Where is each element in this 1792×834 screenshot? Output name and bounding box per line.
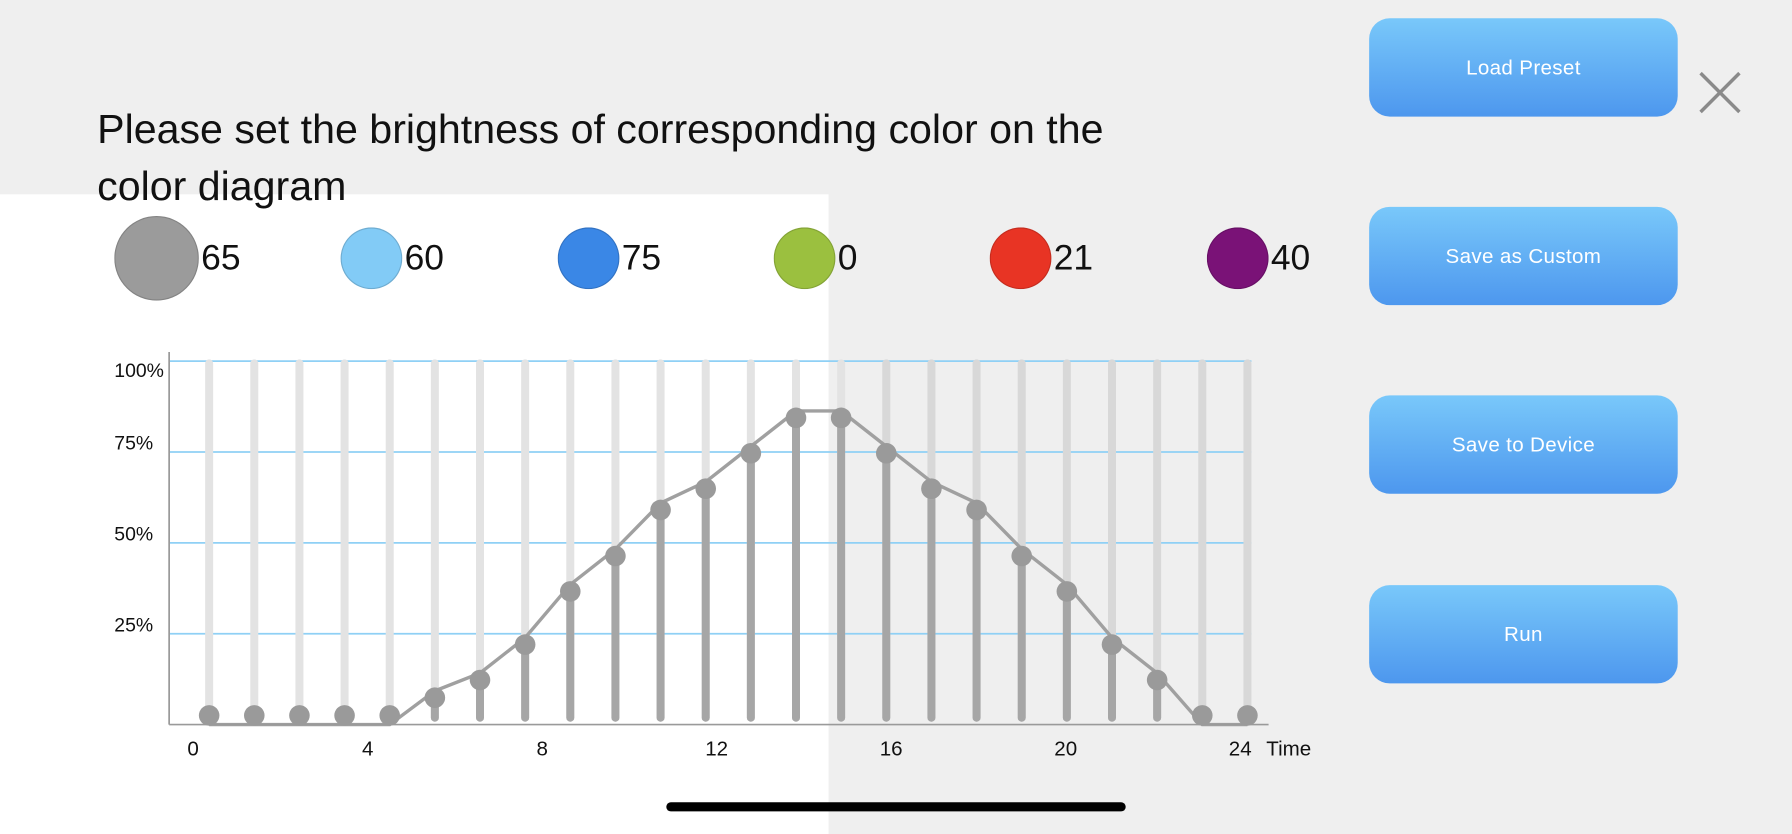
color-swatch-gray[interactable]: 65 — [114, 215, 241, 301]
y-tick-label: 25% — [114, 614, 153, 636]
x-axis-label: Time — [1266, 737, 1311, 760]
data-point[interactable] — [1011, 545, 1032, 567]
home-indicator[interactable] — [666, 802, 1126, 812]
y-tick-label: 50% — [114, 524, 153, 546]
color-circle[interactable] — [340, 227, 403, 290]
data-point[interactable] — [875, 442, 897, 464]
x-tick-label: 24 — [1229, 737, 1252, 760]
data-point[interactable] — [605, 545, 626, 567]
x-tick-label: 20 — [1054, 737, 1077, 760]
data-point[interactable] — [740, 442, 762, 464]
color-swatch-light-blue[interactable]: 60 — [340, 227, 444, 290]
brightness-value: 65 — [201, 237, 241, 278]
data-point[interactable] — [830, 407, 852, 429]
save-as-custom-button[interactable]: Save as Custom — [1369, 206, 1678, 306]
color-circle[interactable] — [773, 227, 836, 290]
series-line-gray — [209, 409, 1248, 727]
y-tick-label: 100% — [114, 360, 164, 382]
color-swatch-red[interactable]: 21 — [989, 227, 1094, 290]
brightness-value: 21 — [1053, 237, 1094, 278]
brightness-value: 40 — [1270, 237, 1311, 278]
color-swatch-green[interactable]: 0 — [773, 227, 858, 290]
data-point[interactable] — [921, 478, 942, 499]
y-tick-label: 75% — [114, 433, 153, 455]
data-point[interactable] — [1191, 705, 1213, 726]
data-point[interactable] — [514, 634, 536, 655]
color-circle[interactable] — [989, 227, 1052, 290]
x-tick-label: 8 — [536, 737, 547, 760]
data-point[interactable] — [243, 705, 265, 726]
x-tick-label: 4 — [362, 737, 373, 760]
data-point[interactable] — [424, 687, 446, 708]
color-swatch-blue[interactable]: 75 — [557, 227, 662, 290]
data-point[interactable] — [289, 705, 310, 726]
chart-panel-background — [0, 194, 829, 834]
load-preset-button[interactable]: Load Preset — [1369, 18, 1678, 117]
color-circle[interactable] — [1206, 227, 1269, 290]
data-point[interactable] — [334, 705, 355, 726]
close-icon[interactable] — [1698, 71, 1741, 114]
color-circle[interactable] — [557, 227, 620, 290]
data-point[interactable] — [1237, 705, 1258, 726]
data-point[interactable] — [1056, 581, 1078, 602]
data-point[interactable] — [1101, 634, 1123, 655]
data-point[interactable] — [695, 478, 716, 499]
save-to-device-button[interactable]: Save to Device — [1369, 395, 1678, 494]
data-point[interactable] — [559, 581, 581, 602]
x-tick-label: 12 — [705, 737, 728, 760]
data-point[interactable] — [1146, 669, 1168, 691]
brightness-chart[interactable]: 25% 50% 75% 100% 0 4 8 12 16 20 24 Time — [0, 0, 1371, 777]
instruction-title: Please set the brightness of correspondi… — [97, 105, 1104, 210]
brightness-value: 0 — [837, 237, 858, 278]
x-tick-label: 0 — [187, 737, 198, 760]
data-point[interactable] — [198, 705, 220, 726]
x-tick-label: 16 — [880, 737, 903, 760]
data-point[interactable] — [469, 669, 491, 691]
brightness-value: 60 — [404, 237, 444, 278]
color-swatch-purple[interactable]: 40 — [1206, 227, 1311, 290]
data-point[interactable] — [650, 499, 671, 521]
data-point[interactable] — [966, 499, 987, 521]
data-point[interactable] — [379, 705, 400, 726]
color-circle[interactable] — [114, 215, 199, 301]
run-button[interactable]: Run — [1369, 585, 1678, 684]
brightness-value: 75 — [621, 237, 662, 278]
data-point[interactable] — [785, 407, 807, 429]
